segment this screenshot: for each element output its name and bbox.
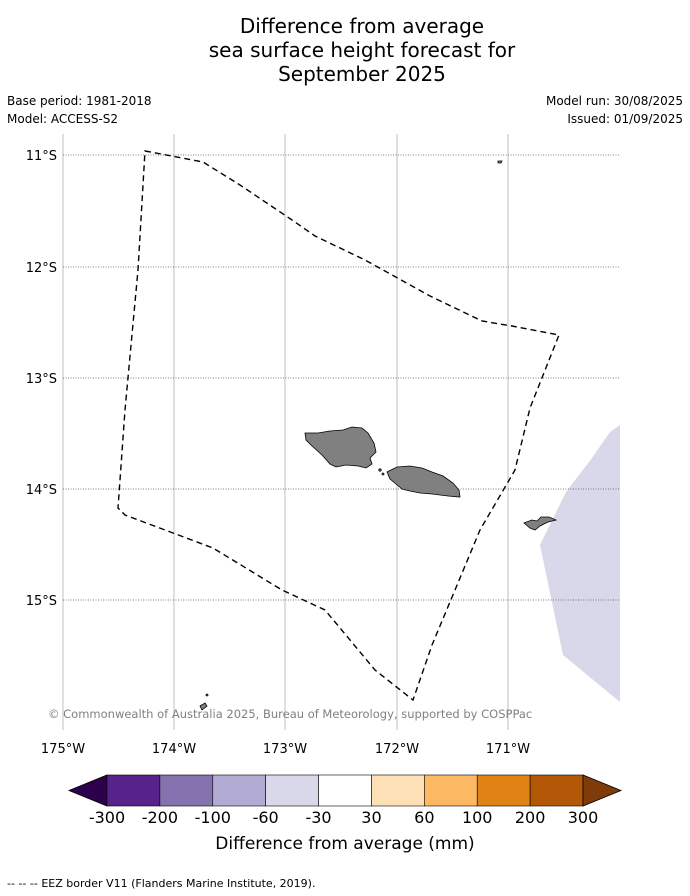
title-line-1: Difference from average bbox=[239, 14, 485, 38]
colorbar-tick-label: 200 bbox=[514, 808, 546, 827]
lat-label: 13°S bbox=[26, 372, 57, 387]
upolu-island bbox=[386, 465, 461, 498]
colorbar-tick-label: -200 bbox=[141, 808, 179, 827]
footer-legend: -- -- -- EEZ border V11 (Flanders Marine… bbox=[7, 877, 315, 890]
model-run: Model run: 30/08/2025 bbox=[545, 94, 683, 108]
title-line-2: sea surface height forecast for bbox=[208, 38, 516, 62]
savaii-island bbox=[304, 426, 377, 469]
colorbar-segment bbox=[318, 774, 372, 807]
colorbar bbox=[67, 774, 623, 807]
colorbar-tick-label: -60 bbox=[252, 808, 279, 827]
colorbar-extend-low bbox=[67, 774, 108, 807]
lat-label: 12°S bbox=[26, 261, 57, 276]
colorbar-extend-high bbox=[582, 774, 623, 807]
colorbar-tick-label: -300 bbox=[88, 808, 126, 827]
title-line-3: September 2025 bbox=[278, 62, 446, 86]
copyright-text: © Commonwealth of Australia 2025, Bureau… bbox=[48, 707, 532, 721]
gridlines bbox=[62, 134, 509, 730]
colorbar-tick-label: 300 bbox=[567, 808, 599, 827]
manono-islet bbox=[378, 468, 382, 472]
lat-label: 14°S bbox=[26, 483, 57, 498]
southern-islet-small bbox=[205, 693, 209, 697]
colorbar-title: Difference from average (mm) bbox=[215, 834, 475, 854]
lat-label: 11°S bbox=[26, 149, 57, 164]
apolima-islet bbox=[381, 472, 385, 476]
colorbar-tick-label: -100 bbox=[194, 808, 231, 827]
colorbar-segment bbox=[371, 774, 425, 807]
southern-islet bbox=[199, 702, 208, 711]
colorbar-tick-label: 30 bbox=[361, 808, 382, 827]
colorbar-segment bbox=[265, 774, 319, 807]
base-period: Base period: 1981-2018 bbox=[7, 94, 152, 108]
swains-islet bbox=[497, 160, 503, 164]
colorbar-segment bbox=[476, 774, 531, 807]
lon-label: 175°W bbox=[41, 742, 85, 757]
colorbar-segment bbox=[529, 774, 584, 807]
map-title: Difference from average sea surface heig… bbox=[0, 14, 690, 86]
model-name: Model: ACCESS-S2 bbox=[7, 112, 119, 126]
lon-label: 174°W bbox=[152, 742, 196, 757]
lon-label: 171°W bbox=[486, 742, 530, 757]
tutuila-island bbox=[523, 516, 558, 531]
colorbar-tick-label: 60 bbox=[414, 808, 435, 827]
lon-label: 173°W bbox=[263, 742, 307, 757]
issued-date: Issued: 01/09/2025 bbox=[567, 112, 683, 126]
colorbar-segment bbox=[212, 774, 266, 807]
eez-legend-symbol: -- -- -- bbox=[7, 877, 38, 890]
colorbar-segment bbox=[424, 774, 478, 807]
lon-label: 172°W bbox=[375, 742, 419, 757]
eez-border bbox=[117, 150, 560, 702]
eez-legend-text: EEZ border V11 (Flanders Marine Institut… bbox=[41, 877, 316, 890]
colorbar-segment bbox=[106, 774, 161, 807]
anomaly-area bbox=[540, 425, 620, 702]
colorbar-tick-label: -30 bbox=[305, 808, 332, 827]
lon-axis: 175°W 174°W 173°W 172°W 171°W bbox=[41, 742, 530, 757]
lat-gridlines bbox=[63, 154, 620, 601]
lat-label: 15°S bbox=[26, 594, 57, 609]
lat-axis: 11°S 12°S 13°S 14°S 15°S bbox=[26, 149, 57, 609]
colorbar-tick-label: 100 bbox=[461, 808, 493, 827]
colorbar-segment bbox=[159, 774, 214, 807]
